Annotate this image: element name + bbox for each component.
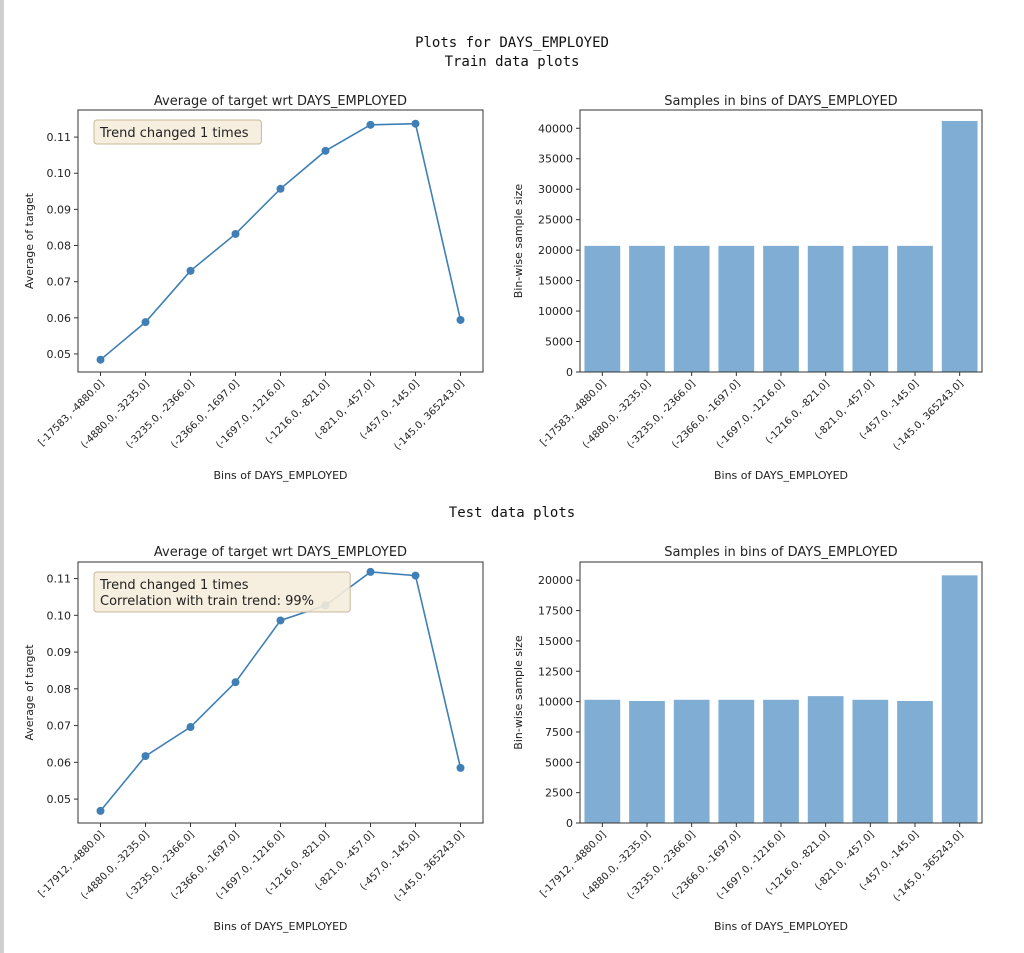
- data-point: [276, 616, 285, 625]
- y-tick-label: 0.08: [47, 683, 72, 696]
- bar: [673, 245, 710, 372]
- y-axis-label: Average of target: [23, 644, 36, 741]
- y-tick-label: 0.09: [47, 203, 72, 216]
- data-point: [321, 146, 330, 155]
- data-point: [411, 571, 420, 580]
- y-tick-label: 20000: [538, 574, 573, 587]
- data-point: [96, 806, 105, 815]
- y-tick-label: 0.07: [47, 276, 72, 289]
- bar: [897, 700, 933, 823]
- y-tick-label: 17500: [538, 605, 573, 618]
- data-point: [231, 678, 240, 687]
- data-point: [366, 120, 375, 129]
- bar: [673, 699, 710, 823]
- x-axis-label: Bins of DAYS_EMPLOYED: [714, 469, 848, 482]
- y-tick-label: 30000: [538, 183, 573, 196]
- y-tick-label: 7500: [545, 726, 573, 739]
- bar: [941, 575, 978, 823]
- chart-1: Average of target wrt DAYS_EMPLOYED 0.05 0…: [23, 94, 484, 482]
- bar: [629, 700, 665, 823]
- y-axis-label: Bin-wise sample size: [512, 635, 525, 750]
- data-point: [456, 315, 465, 324]
- bar: [852, 699, 889, 823]
- data-point: [186, 266, 195, 275]
- y-tick-label: 2500: [545, 787, 573, 800]
- annotation-text: Trend changed 1 times: [99, 126, 249, 141]
- data-point: [456, 763, 465, 772]
- y-tick-label: 25000: [538, 214, 573, 227]
- y-tick-label: 5000: [545, 336, 573, 349]
- data-point: [231, 229, 240, 238]
- y-tick-label: 12500: [538, 665, 573, 678]
- chart-2: Samples in bins of DAYS_EMPLOYED 0 5000 100…: [512, 94, 983, 482]
- y-tick-label: 0.06: [47, 312, 72, 325]
- x-axis-label: Bins of DAYS_EMPLOYED: [714, 920, 848, 933]
- y-tick-label: 0: [566, 817, 573, 830]
- y-axis-label: Bin-wise sample size: [512, 184, 525, 299]
- y-tick-label: 10000: [538, 305, 573, 318]
- bar: [852, 245, 889, 372]
- y-tick-label: 35000: [538, 153, 573, 166]
- bar: [807, 696, 844, 823]
- bar: [941, 120, 978, 373]
- bar: [897, 245, 933, 372]
- trend-annotation: Trend changed 1 times: [93, 119, 262, 145]
- annotation-box: [93, 119, 262, 145]
- y-tick-label: 15000: [538, 635, 573, 648]
- y-tick-label: 0.10: [47, 609, 72, 622]
- bar: [718, 699, 755, 823]
- window-left-edge: [0, 0, 4, 953]
- x-axis-label: Bins of DAYS_EMPLOYED: [213, 469, 347, 482]
- y-tick-label: 0.11: [47, 131, 72, 144]
- annotation-text: Correlation with train trend: 99%: [100, 594, 314, 609]
- bar: [718, 245, 755, 372]
- data-point: [141, 318, 150, 327]
- chart-4: Samples in bins of DAYS_EMPLOYED 0 2500 500…: [512, 545, 983, 933]
- y-tick-label: 0.05: [47, 793, 72, 806]
- chart-title: Samples in bins of DAYS_EMPLOYED: [664, 545, 897, 560]
- test-section-title: Test data plots: [448, 505, 576, 521]
- y-tick-label: 0.09: [47, 646, 72, 659]
- bar: [763, 699, 799, 823]
- page-title: Plots for DAYS_EMPLOYED: [415, 35, 609, 51]
- y-tick-label: 5000: [545, 756, 573, 769]
- chart-title: Average of target wrt DAYS_EMPLOYED: [154, 545, 407, 560]
- y-tick-label: 10000: [538, 696, 573, 709]
- y-tick-label: 0.07: [47, 720, 72, 733]
- data-point: [141, 752, 150, 761]
- y-tick-label: 15000: [538, 275, 573, 288]
- series-line: [99, 122, 462, 361]
- y-tick-label: 0.10: [47, 167, 72, 180]
- bar: [807, 245, 844, 372]
- bar: [584, 245, 621, 372]
- chart-3: Average of target wrt DAYS_EMPLOYED 0.05 0…: [23, 545, 484, 933]
- y-tick-label: 0: [566, 366, 573, 379]
- data-point: [366, 567, 375, 576]
- data-point: [411, 119, 420, 128]
- data-point: [96, 355, 105, 364]
- y-tick-label: 0.06: [47, 756, 72, 769]
- plot-frame: [77, 109, 484, 373]
- data-point: [186, 723, 195, 732]
- y-tick-label: 20000: [538, 244, 573, 257]
- y-tick-label: 0.08: [47, 240, 72, 253]
- y-axis-label: Average of target: [23, 192, 36, 289]
- y-tick-label: 0.11: [47, 573, 72, 586]
- y-tick-label: 40000: [538, 122, 573, 135]
- bar: [629, 245, 665, 372]
- chart-title: Samples in bins of DAYS_EMPLOYED: [664, 94, 897, 109]
- annotation-text: Trend changed 1 times: [99, 578, 249, 593]
- chart-title: Average of target wrt DAYS_EMPLOYED: [154, 94, 407, 109]
- train-section-title: Train data plots: [444, 54, 580, 70]
- bar: [763, 245, 799, 372]
- y-tick-label: 0.05: [47, 348, 72, 361]
- annotation-box: [93, 571, 351, 613]
- x-axis-label: Bins of DAYS_EMPLOYED: [213, 920, 347, 933]
- data-point: [276, 184, 285, 193]
- bar: [584, 699, 621, 823]
